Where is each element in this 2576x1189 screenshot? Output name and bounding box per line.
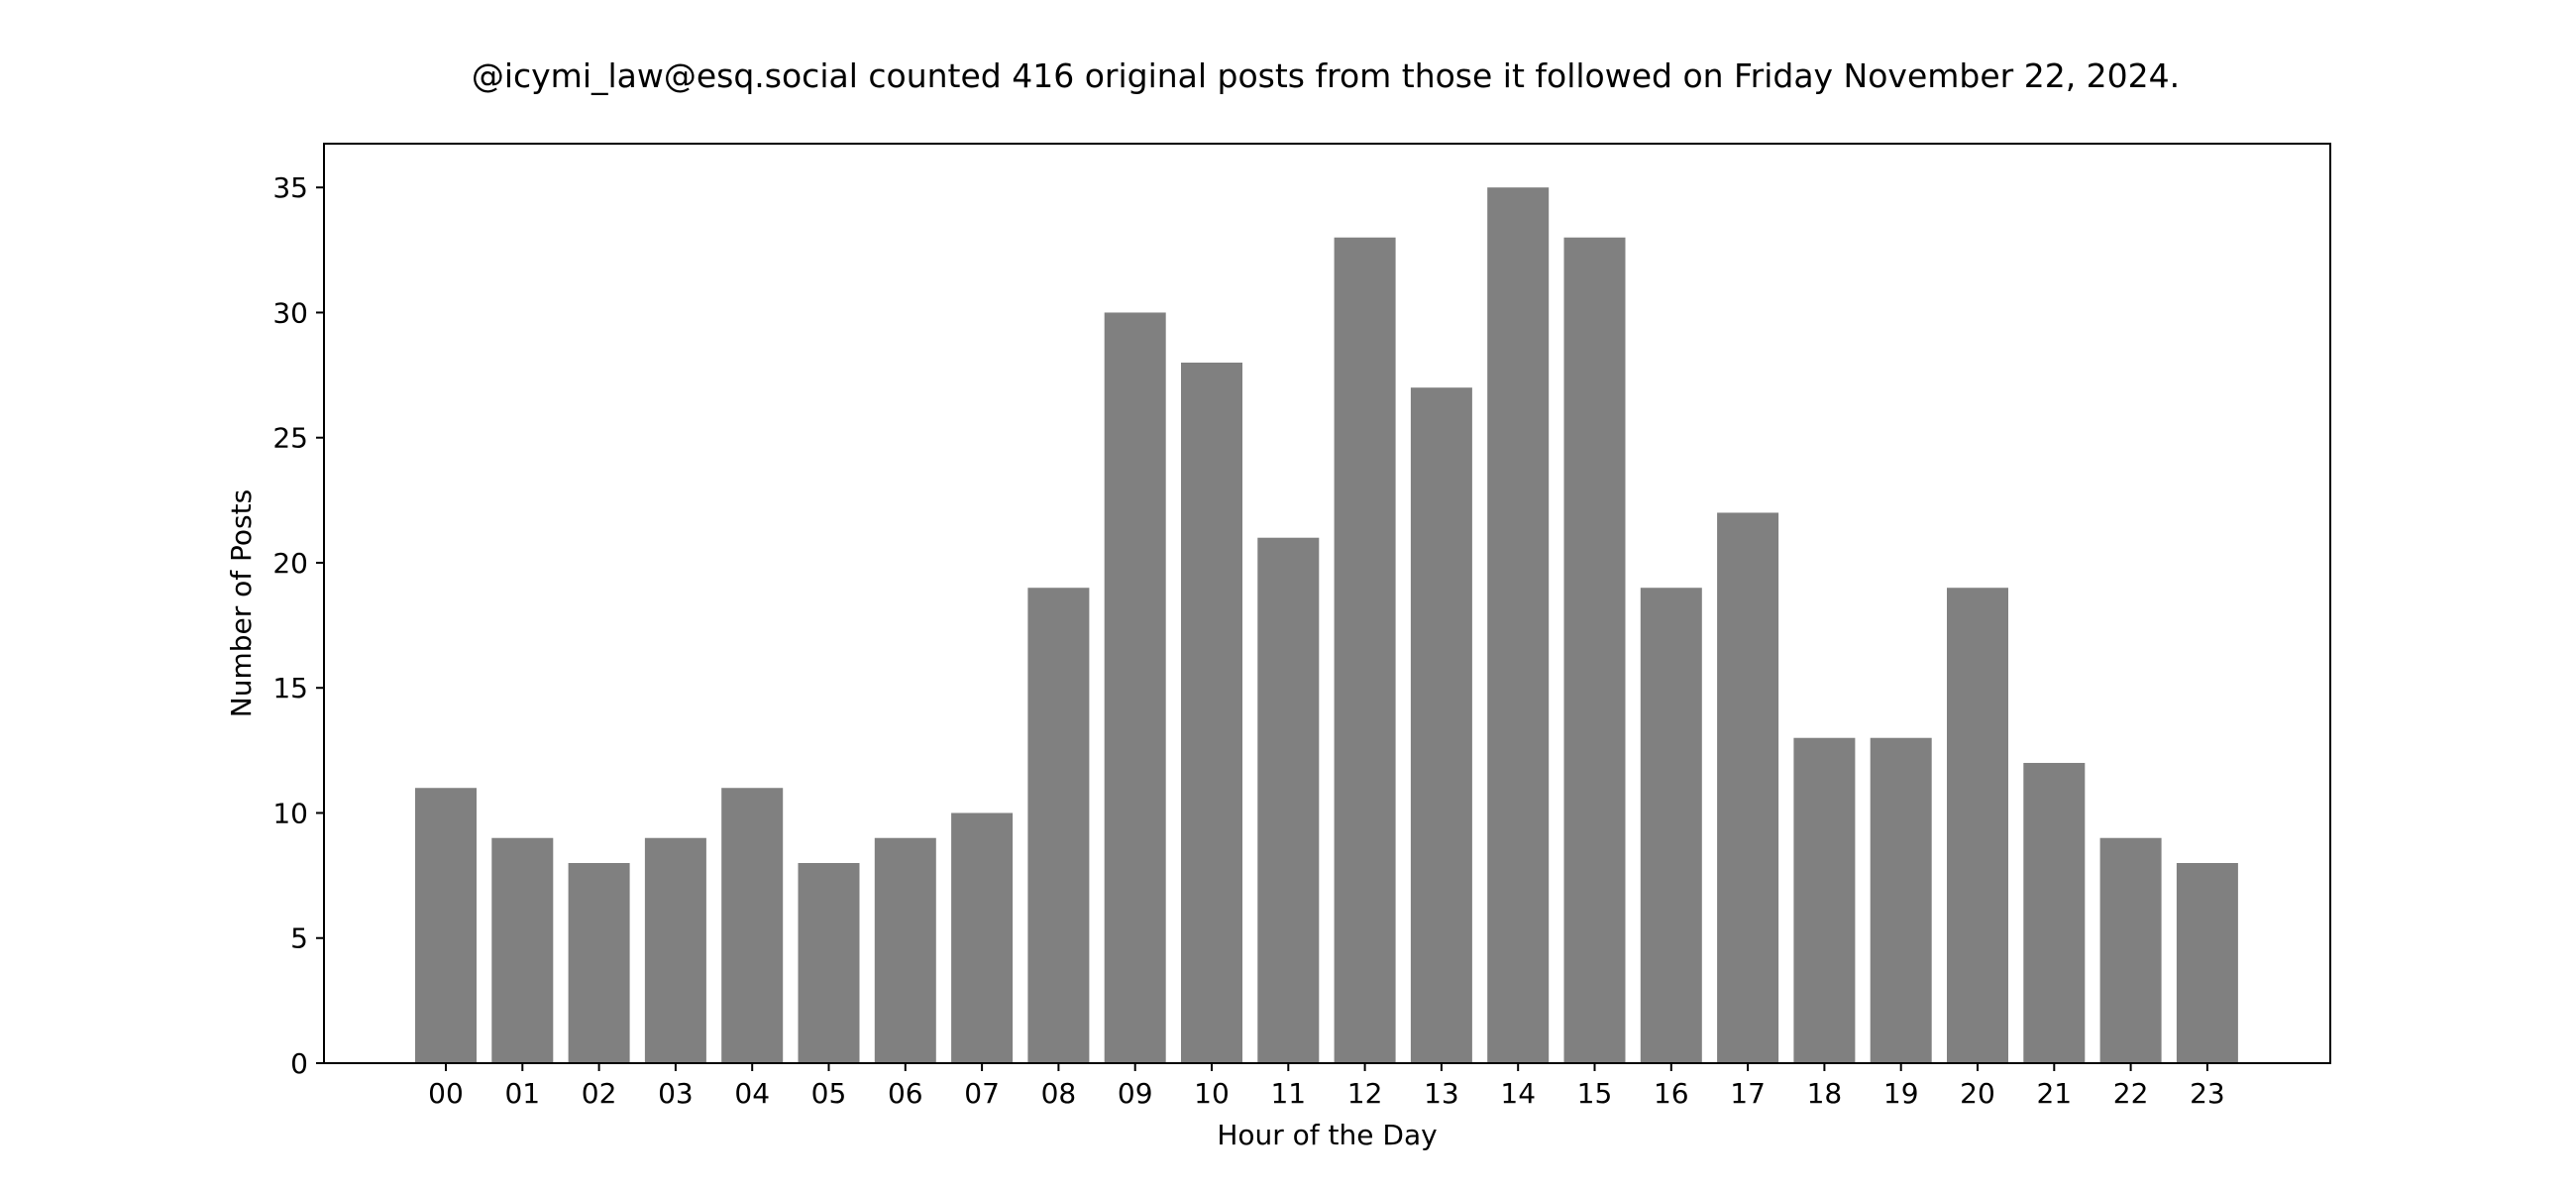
x-tick-label: 20	[1960, 1077, 1995, 1110]
x-tick-label: 04	[734, 1077, 770, 1110]
y-tick-label: 15	[272, 672, 308, 704]
y-tick-label: 35	[272, 171, 308, 204]
bar-16	[1640, 588, 1702, 1063]
x-axis-ticks: 00 01 02 03 04 05 06 07 08 09 10 11 12 13 14 15 16 17 18 19…	[428, 1063, 2225, 1110]
bar-06	[874, 837, 936, 1063]
bar-21	[2023, 762, 2086, 1063]
bar-14	[1487, 187, 1550, 1063]
x-tick-label: 23	[2190, 1077, 2225, 1110]
x-tick-label: 14	[1500, 1077, 1536, 1110]
x-tick-label: 19	[1883, 1077, 1919, 1110]
bar-13	[1410, 387, 1472, 1063]
bar-04	[721, 788, 784, 1063]
y-tick-label: 20	[272, 547, 308, 580]
x-tick-label: 03	[658, 1077, 694, 1110]
bars-group	[415, 187, 2238, 1063]
bar-03	[644, 837, 706, 1063]
y-tick-label: 10	[272, 797, 308, 829]
x-tick-label: 12	[1347, 1077, 1383, 1110]
x-tick-label: 22	[2113, 1077, 2149, 1110]
x-axis-label: Hour of the Day	[1217, 1119, 1437, 1151]
bar-12	[1334, 237, 1396, 1063]
bar-15	[1563, 237, 1626, 1063]
x-tick-label: 08	[1041, 1077, 1077, 1110]
bar-23	[2176, 862, 2238, 1063]
x-tick-label: 10	[1194, 1077, 1230, 1110]
x-tick-label: 15	[1577, 1077, 1613, 1110]
bar-20	[1947, 588, 2008, 1063]
y-tick-label: 30	[272, 296, 308, 329]
x-tick-label: 18	[1807, 1077, 1843, 1110]
bar-18	[1793, 737, 1856, 1063]
bar-08	[1027, 588, 1090, 1063]
x-tick-label: 11	[1270, 1077, 1306, 1110]
x-tick-label: 00	[428, 1077, 464, 1110]
bar-07	[951, 812, 1014, 1063]
x-tick-label: 16	[1654, 1077, 1689, 1110]
y-tick-label: 5	[290, 922, 308, 955]
bar-22	[2099, 837, 2162, 1063]
bar-19	[1870, 737, 1932, 1063]
bar-05	[798, 862, 860, 1063]
y-axis-ticks: 0 5 10 15 20 25 30 35	[272, 171, 324, 1080]
bar-11	[1257, 537, 1320, 1063]
x-tick-label: 17	[1730, 1077, 1766, 1110]
bar-09	[1104, 312, 1166, 1063]
x-tick-label: 21	[2036, 1077, 2072, 1110]
x-tick-label: 13	[1424, 1077, 1459, 1110]
bar-10	[1181, 362, 1242, 1063]
bar-01	[491, 837, 554, 1063]
x-tick-label: 01	[504, 1077, 540, 1110]
y-tick-label: 0	[290, 1047, 308, 1080]
x-tick-label: 07	[964, 1077, 1000, 1110]
bar-00	[415, 788, 477, 1063]
x-tick-label: 09	[1118, 1077, 1153, 1110]
bar-02	[568, 862, 630, 1063]
y-axis-label: Number of Posts	[225, 489, 258, 717]
y-tick-label: 25	[272, 422, 308, 455]
chart-title: @icymi_law@esq.social counted 416 origin…	[472, 56, 2180, 95]
bar-17	[1717, 512, 1779, 1063]
plot-frame	[323, 143, 2331, 1064]
x-tick-label: 06	[888, 1077, 923, 1110]
x-tick-label: 05	[811, 1077, 847, 1110]
x-tick-label: 02	[582, 1077, 617, 1110]
